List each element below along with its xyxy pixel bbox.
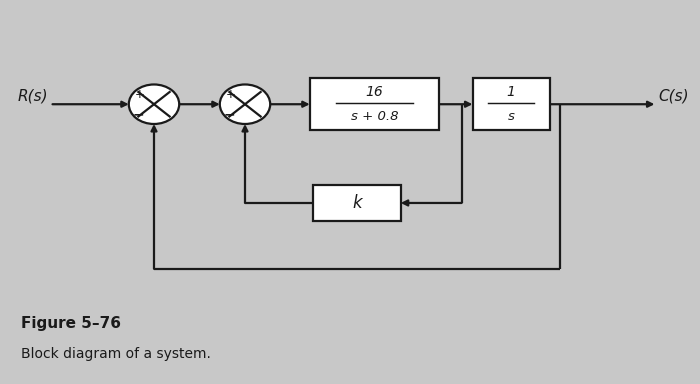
Circle shape xyxy=(220,84,270,124)
Text: Block diagram of a system.: Block diagram of a system. xyxy=(21,347,211,361)
Circle shape xyxy=(129,84,179,124)
Text: s + 0.8: s + 0.8 xyxy=(351,110,398,123)
FancyBboxPatch shape xyxy=(314,185,400,221)
Text: k: k xyxy=(352,194,362,212)
Text: −: − xyxy=(133,107,144,121)
FancyBboxPatch shape xyxy=(309,78,440,130)
Text: 1: 1 xyxy=(507,85,515,99)
Text: +: + xyxy=(226,88,236,101)
Text: R(s): R(s) xyxy=(18,88,48,104)
Text: s: s xyxy=(508,110,514,123)
Text: −: − xyxy=(224,107,235,121)
Text: 16: 16 xyxy=(365,85,384,99)
Text: Figure 5–76: Figure 5–76 xyxy=(21,316,121,331)
FancyBboxPatch shape xyxy=(473,78,550,130)
Text: +: + xyxy=(135,88,145,101)
Text: C(s): C(s) xyxy=(658,88,689,104)
